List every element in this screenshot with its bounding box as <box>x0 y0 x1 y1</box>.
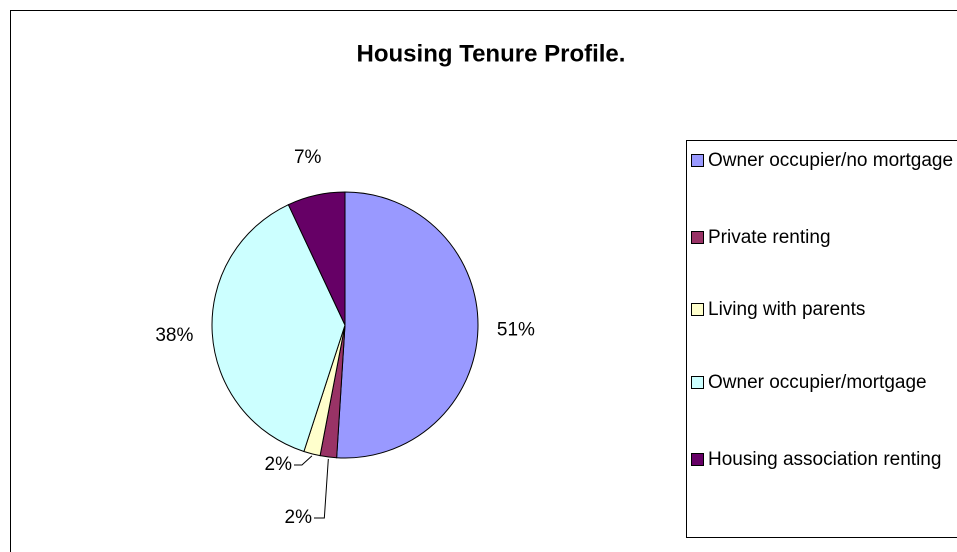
legend-label: Owner occupier/mortgage <box>708 372 927 393</box>
data-label: 38% <box>155 325 193 346</box>
legend-label: Owner occupier/no mortgage <box>708 150 953 171</box>
data-label: 2% <box>285 507 313 528</box>
pie-slice <box>336 191 479 459</box>
legend-label: Housing association renting <box>708 449 941 470</box>
legend-box <box>686 140 957 538</box>
legend-swatch <box>691 303 704 316</box>
data-label: 51% <box>497 319 535 340</box>
pie-slice <box>211 203 346 453</box>
leader-line <box>314 458 329 519</box>
legend-label: Living with parents <box>708 299 865 320</box>
legend-swatch <box>691 376 704 389</box>
legend-swatch <box>691 154 704 167</box>
data-label: 7% <box>294 147 322 168</box>
legend-swatch <box>691 453 704 466</box>
data-label: 2% <box>265 454 293 475</box>
legend-swatch <box>691 231 704 244</box>
legend-label: Private renting <box>708 227 831 248</box>
leader-line <box>294 455 313 466</box>
pie-slice <box>287 191 346 326</box>
chart-title: Housing Tenure Profile. <box>357 40 626 67</box>
